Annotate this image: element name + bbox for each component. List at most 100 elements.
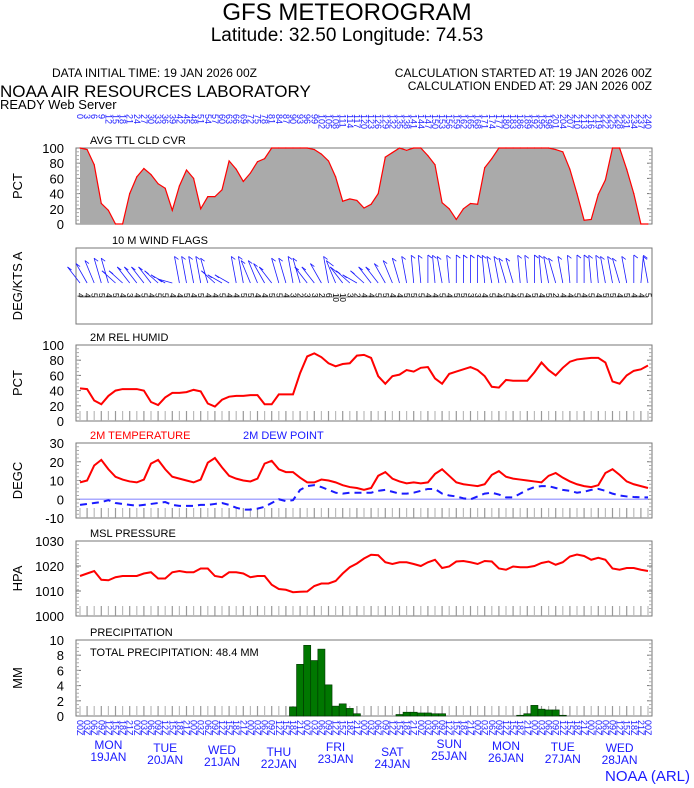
wind-speed-label: 3 (345, 293, 354, 298)
day-of-week: WED (605, 741, 634, 755)
day-of-week: MON (492, 739, 520, 753)
wind-barb (455, 254, 461, 283)
wind-barb-tick (188, 256, 193, 260)
cloud-point (398, 147, 401, 149)
utc-time-label: 00Z (245, 720, 255, 736)
utc-time-label: 09Z (437, 720, 447, 736)
cloud-point (299, 147, 301, 149)
forecast-hour-label: 216 (586, 114, 596, 129)
wind-barb-tick (567, 255, 572, 259)
wind-speed-label: 4 (523, 293, 532, 298)
day-label: TUE 20JAN (135, 742, 195, 766)
wind-staff (498, 258, 507, 284)
utc-time-label: 21Z (295, 720, 305, 736)
wind-staff (543, 256, 549, 284)
cloud-point (136, 176, 138, 178)
precip-bar (438, 713, 446, 717)
y-tick-label: 10 (50, 474, 64, 489)
wind-barb (144, 270, 159, 284)
forecast-hour-label: 54 (203, 114, 213, 124)
forecast-hour-label: 168 (473, 114, 483, 129)
forecast-hour-label: 213 (579, 114, 589, 129)
wind-barb-tick (588, 255, 593, 259)
wind-barb-tick (201, 270, 206, 275)
wind-staff (557, 256, 564, 284)
utc-time-label: 15Z (111, 720, 121, 736)
wind-barb-tick (150, 274, 156, 279)
y-axis-label: PCT (10, 370, 25, 396)
cloud-point (484, 167, 486, 169)
cloud-point (370, 203, 372, 205)
utc-time-label: 12Z (615, 720, 625, 736)
wind-speed-label: 5 (154, 293, 163, 298)
day-label: SUN 25JAN (419, 738, 479, 762)
wind-staff (391, 258, 400, 284)
day-of-week: SUN (436, 737, 462, 751)
wind-barb (505, 257, 514, 284)
wind-staff (329, 266, 344, 284)
wind-barb-tick (248, 260, 253, 264)
wind-speed-label: 4 (367, 293, 376, 298)
wind-staff (640, 255, 644, 284)
cloud-point (427, 155, 429, 157)
chart-title: GFS METEOROGRAM (222, 0, 472, 26)
utc-time-label: 15Z (395, 720, 405, 736)
wind-barb (101, 270, 116, 284)
cloud-point (469, 202, 472, 205)
utc-time-label: 09Z (210, 720, 220, 736)
utc-time-label: 21Z (125, 720, 135, 736)
wind-speed-label: 10 (331, 293, 340, 302)
y-tick-label: 0 (57, 709, 64, 724)
forecast-hour-label: 144 (416, 114, 426, 129)
wind-staff (401, 256, 407, 284)
forecast-hour-label: 15 (111, 114, 121, 124)
forecast-hour-label: 99 (309, 114, 319, 124)
wind-speed-label: 4 (76, 293, 85, 298)
panel-title: AVG TTL CLD CVR (90, 135, 186, 147)
wind-speed-label: 4 (260, 293, 269, 298)
day-label: THU 22JAN (249, 746, 309, 770)
wind-speed-label: 4 (445, 293, 454, 298)
wind-barb (188, 256, 194, 284)
wind-speed-label: 5 (608, 293, 617, 298)
cloud-point (79, 147, 81, 149)
wind-speed-label: 5 (218, 293, 227, 298)
forecast-hour-label: 159 (451, 114, 461, 129)
wind-barb (391, 257, 400, 284)
wind-barb-tick (93, 257, 99, 262)
wind-barb (607, 256, 613, 284)
wind-barb (498, 257, 507, 284)
cloud-point (448, 208, 450, 210)
day-date: 25JAN (431, 749, 468, 763)
wind-barb (271, 257, 280, 284)
forecast-hour-label: 225 (608, 114, 618, 129)
cloud-point (171, 209, 173, 211)
wind-barb-tick (100, 257, 106, 262)
wind-barb (382, 260, 393, 284)
cloud-point (413, 147, 415, 149)
utc-time-label: 18Z (458, 720, 468, 736)
utc-time-label: 09Z (96, 720, 106, 736)
forecast-hour-label: 12 (103, 114, 113, 124)
forecast-hour-label: 72 (245, 114, 255, 124)
wind-barb-tick (595, 255, 601, 259)
wind-barb-tick (427, 254, 433, 259)
utc-time-label: 18Z (572, 720, 582, 736)
forecast-hour-label: 198 (544, 114, 554, 129)
forecast-hour-label: 201 (551, 114, 561, 129)
wind-speed-label: 4 (615, 293, 624, 298)
wind-barb-tick (157, 278, 163, 283)
wind-staff (486, 256, 493, 284)
wind-staff (157, 278, 173, 284)
temperature-line (79, 456, 649, 491)
cloud-point (505, 147, 507, 149)
wind-speed-label: 5 (452, 293, 461, 298)
wind-staff (621, 256, 628, 284)
wind-barb (214, 274, 230, 284)
wind-staff (373, 263, 386, 284)
wind-staff (116, 266, 131, 284)
wind-barb-tick (524, 255, 530, 259)
utc-time-label: 18Z (118, 720, 128, 736)
cloud-point (548, 147, 550, 149)
wind-barb (365, 266, 379, 284)
